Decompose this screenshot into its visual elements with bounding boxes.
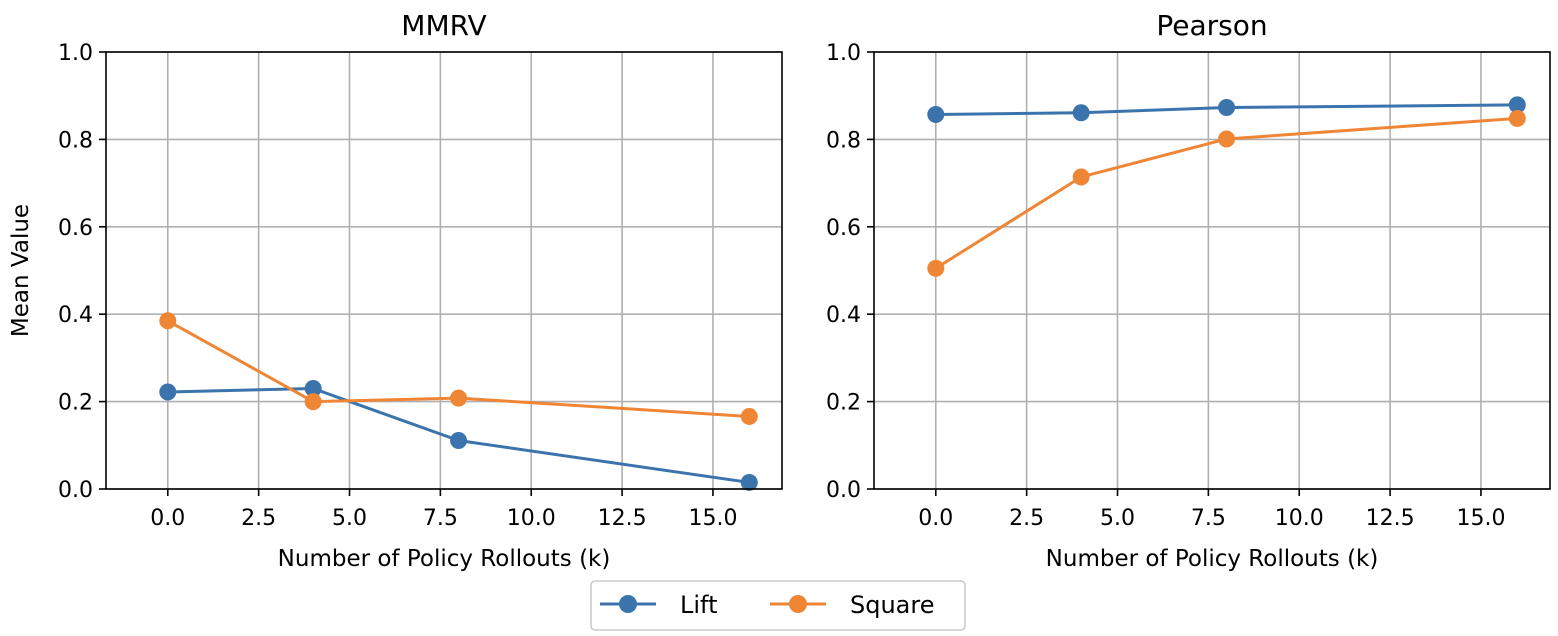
data-point-square <box>450 389 468 407</box>
x-axis-label: Number of Policy Rollouts (k) <box>1046 546 1379 572</box>
legend-label-square: Square <box>850 591 935 619</box>
axes-frame <box>105 51 783 490</box>
series-line-square <box>167 319 750 418</box>
x-tick-label: 0.0 <box>150 506 185 531</box>
x-tick-label: 10.0 <box>1275 506 1324 531</box>
axes-frame <box>873 51 1551 490</box>
y-tick-label: 0.0 <box>826 478 861 503</box>
data-point-square <box>1218 130 1236 148</box>
y-tick-label: 0.0 <box>58 478 93 503</box>
x-tick-label: 5.0 <box>1100 506 1135 531</box>
x-tick-label: 12.5 <box>598 506 647 531</box>
x-tick-label: 7.5 <box>1191 506 1226 531</box>
y-tick-label: 0.8 <box>826 128 861 153</box>
y-tick-label: 1.0 <box>826 41 861 66</box>
y-tick-label: 0.8 <box>58 128 93 153</box>
legend-marker-square <box>789 595 807 613</box>
data-point-lift <box>304 379 322 397</box>
y-tick-label: 0.6 <box>826 216 861 241</box>
x-tick-label: 5.0 <box>332 506 367 531</box>
y-axis-label: Mean Value <box>8 204 34 337</box>
series-line-square <box>934 116 1518 270</box>
data-point-square <box>304 393 322 411</box>
x-tick-label: 7.5 <box>423 506 458 531</box>
legend-marker-lift <box>619 595 637 613</box>
y-tick-label: 0.2 <box>826 391 861 416</box>
data-point-lift <box>740 473 758 491</box>
x-tick-label: 0.0 <box>918 506 953 531</box>
data-point-lift <box>1508 96 1526 114</box>
data-point-square <box>1072 168 1090 186</box>
y-tick-label: 0.4 <box>826 303 861 328</box>
legend: Lift Square <box>590 580 966 631</box>
x-tick-label: 15.0 <box>1456 506 1505 531</box>
x-tick-label: 2.5 <box>1009 506 1044 531</box>
legend-label-lift: Lift <box>680 591 717 619</box>
data-point-square <box>740 407 758 425</box>
data-point-lift <box>927 105 945 123</box>
data-point-lift <box>1072 104 1090 122</box>
data-point-square <box>159 312 177 330</box>
y-tick-label: 0.4 <box>58 303 93 328</box>
series-line-lift <box>935 103 1518 116</box>
data-point-lift <box>1218 98 1236 116</box>
y-tick-label: 0.6 <box>58 216 93 241</box>
data-point-square <box>927 259 945 277</box>
pearson-panel: 0.0 2.5 5.0 7.5 10.0 12.5 15.0 0.0 0.2 0.4 0.6 0.8 1… <box>826 9 1551 572</box>
x-tick-label: 12.5 <box>1366 506 1415 531</box>
x-tick-label: 2.5 <box>241 506 276 531</box>
y-tick-label: 1.0 <box>58 41 93 66</box>
chart-title: MMRV <box>401 9 486 42</box>
x-axis-label: Number of Policy Rollouts (k) <box>278 546 611 572</box>
data-point-lift <box>159 383 177 401</box>
series-line-lift <box>167 386 750 484</box>
x-tick-label: 10.0 <box>507 506 556 531</box>
mmrv-panel: 0.0 2.5 5.0 7.5 10.0 12.5 15.0 0.0 0.2 0.4 0.6 0.8 1… <box>8 9 783 572</box>
x-tick-label: 15.0 <box>688 506 737 531</box>
chart-title: Pearson <box>1156 9 1267 42</box>
y-tick-label: 0.2 <box>58 391 93 416</box>
data-point-lift <box>450 431 468 449</box>
data-point-square <box>1508 109 1526 127</box>
